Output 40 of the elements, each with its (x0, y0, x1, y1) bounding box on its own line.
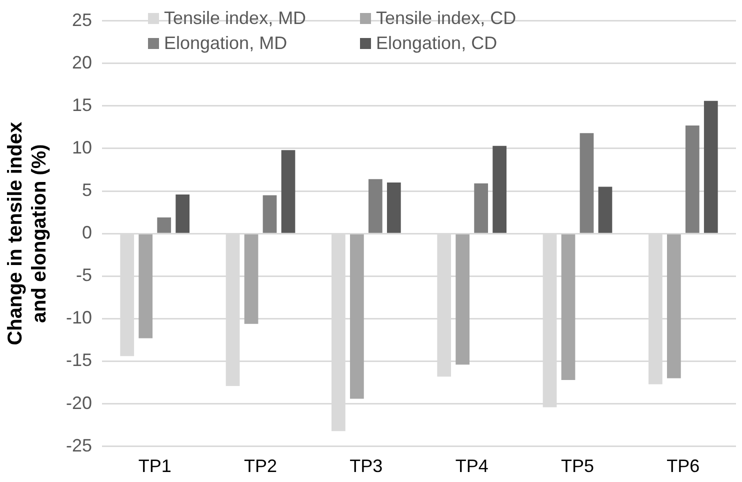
y-tick-label: -15 (66, 350, 92, 370)
x-tick-label: TP4 (455, 456, 488, 476)
bar (456, 234, 470, 365)
bar (244, 234, 258, 324)
bar (704, 100, 718, 233)
bar (492, 146, 507, 233)
y-tick-label: 0 (82, 222, 92, 243)
y-tick-label: -10 (66, 308, 92, 328)
bar (598, 186, 612, 233)
bar (281, 150, 296, 233)
bar (561, 234, 576, 380)
y-tick-label: -25 (66, 435, 92, 456)
y-tick-label: -5 (76, 265, 92, 286)
x-tick-label: TP1 (138, 456, 172, 476)
bar (666, 234, 681, 378)
bar (386, 182, 401, 233)
bar (176, 194, 190, 233)
bar (262, 195, 277, 233)
bar (368, 179, 382, 233)
y-axis-title: Change in tensile index and elongation (%) (4, 122, 51, 346)
bar (350, 234, 364, 399)
legend-label: Tensile index, CD (376, 8, 516, 29)
y-tick-label: 15 (72, 94, 92, 115)
y-tick-label: 5 (82, 180, 92, 200)
y-tick-label: -20 (66, 392, 92, 413)
x-tick-label: TP2 (244, 456, 278, 476)
x-tick-label: TP3 (350, 456, 383, 476)
legend-label: Elongation, CD (376, 33, 498, 54)
y-tick-label: 10 (72, 137, 92, 158)
bar (474, 183, 488, 233)
bar (157, 217, 172, 233)
bar (685, 126, 700, 233)
x-tick-label: TP6 (666, 456, 700, 476)
y-tick-label: 20 (72, 52, 92, 72)
legend-label: Tensile index, MD (164, 8, 306, 29)
y-tick-label: 25 (72, 10, 92, 30)
legend-label: Elongation, MD (164, 33, 288, 54)
x-tick-label: TP5 (560, 456, 594, 476)
bar (580, 133, 594, 233)
bar (138, 234, 153, 338)
